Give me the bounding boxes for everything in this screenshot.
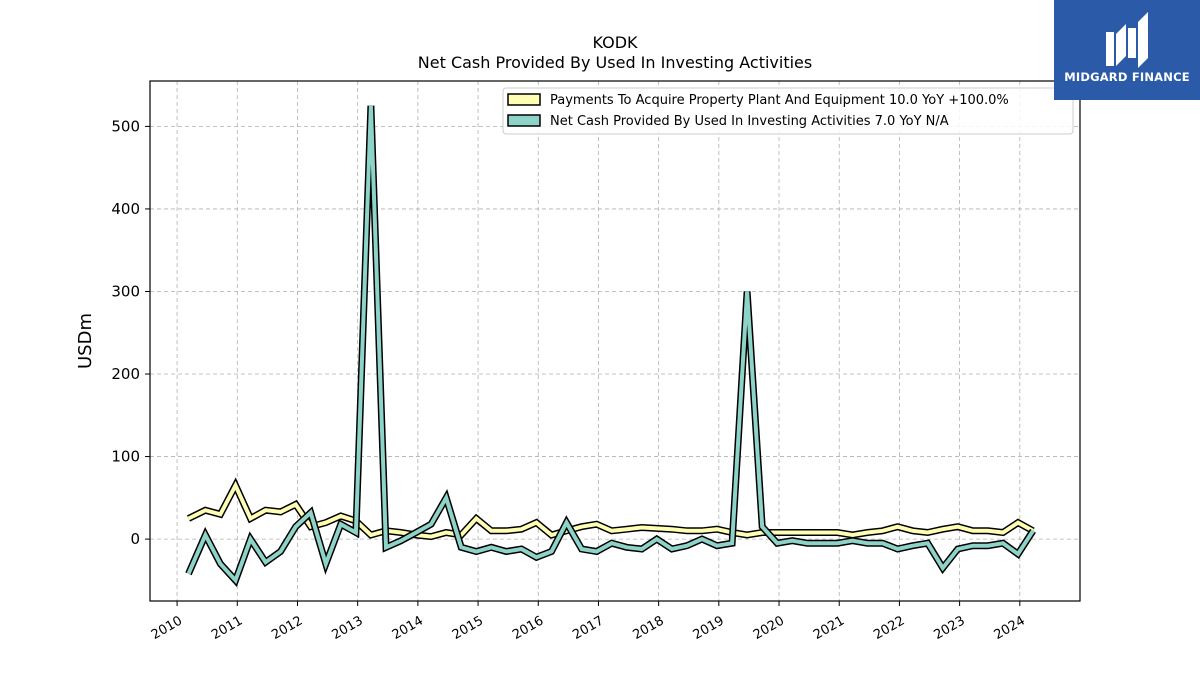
series-line-net-cash <box>186 105 1035 585</box>
y-tick-label: 400 <box>111 200 140 218</box>
series-line-ppe <box>187 480 1034 539</box>
logo-mark-icon <box>1106 12 1148 68</box>
grid <box>150 81 1080 601</box>
axes: 0 100 200 300 400 500 2010 2011 2012 2013 2014 2015… <box>111 117 1027 643</box>
y-tick-label: 200 <box>111 365 140 383</box>
series-lines <box>185 105 1036 588</box>
y-tick-label: 300 <box>111 282 140 300</box>
y-axis-label: USDm <box>75 313 96 369</box>
x-tick-label: 2014 <box>390 613 426 643</box>
midgard-finance-logo: MIDGARD FINANCE <box>1054 0 1200 100</box>
x-tick-label: 2011 <box>209 613 245 643</box>
x-tick-label: 2020 <box>751 613 787 643</box>
x-tick-label: 2010 <box>149 613 185 643</box>
legend-label-net-cash: Net Cash Provided By Used In Investing A… <box>550 114 949 129</box>
x-tick-label: 2013 <box>330 613 366 643</box>
y-tick-label: 100 <box>111 448 140 466</box>
x-tick-label: 2016 <box>510 613 546 643</box>
x-tick-label: 2024 <box>992 613 1028 643</box>
x-tick-label: 2015 <box>450 613 486 643</box>
chart-subtitle: Net Cash Provided By Used In Investing A… <box>418 53 812 72</box>
x-tick-label: 2017 <box>570 613 606 643</box>
x-tick-label: 2023 <box>931 613 967 643</box>
y-tick-label: 500 <box>111 117 140 135</box>
legend-label-ppe: Payments To Acquire Property Plant And E… <box>550 93 1009 108</box>
plot-frame <box>149 80 1081 602</box>
y-tick-label: 0 <box>130 530 140 548</box>
x-tick-label: 2022 <box>871 613 907 643</box>
chart-title: KODK <box>592 33 638 52</box>
x-tick-label: 2019 <box>691 613 727 643</box>
legend-swatch-ppe <box>507 93 541 106</box>
x-tick-label: 2018 <box>630 613 666 643</box>
legend: Payments To Acquire Property Plant And E… <box>502 87 1074 135</box>
legend-swatch-net-cash <box>507 114 541 127</box>
x-tick-label: 2021 <box>811 613 847 643</box>
legend-box <box>502 87 1074 135</box>
series-outline-net-cash <box>185 105 1036 588</box>
logo-text: MIDGARD FINANCE <box>1064 70 1190 84</box>
x-tick-label: 2012 <box>269 613 305 643</box>
